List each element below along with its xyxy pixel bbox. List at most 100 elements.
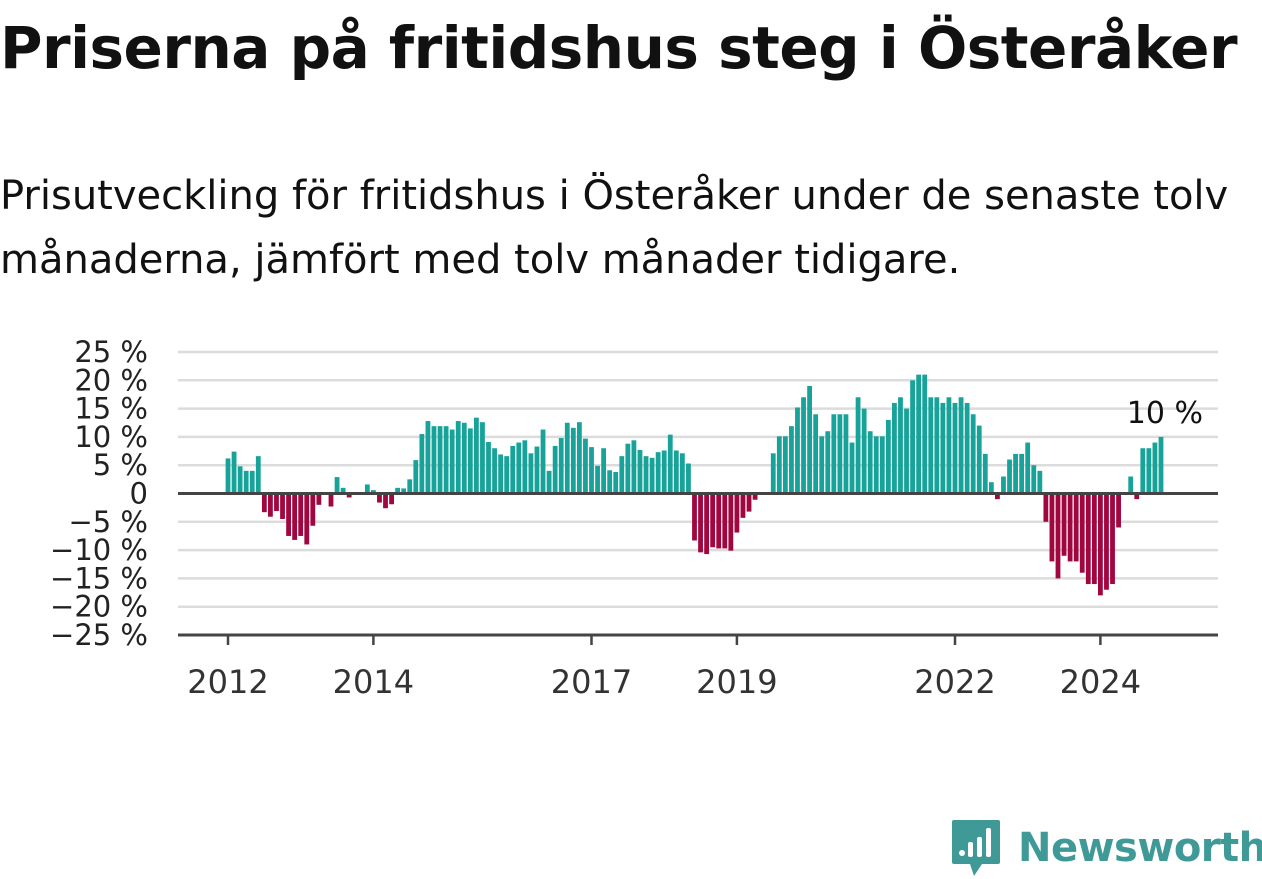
bar <box>631 440 637 494</box>
bar <box>225 458 231 494</box>
bar <box>1031 465 1037 494</box>
bar <box>922 374 928 494</box>
bar <box>813 414 819 494</box>
bar <box>243 470 249 494</box>
bar <box>1007 459 1012 494</box>
bar <box>1085 493 1091 585</box>
bar <box>904 408 909 494</box>
bar <box>249 470 255 494</box>
bar <box>510 445 516 494</box>
bar <box>237 466 243 494</box>
bar <box>995 493 1000 500</box>
bar <box>1110 493 1115 585</box>
axes <box>178 492 1218 645</box>
bar <box>686 463 691 494</box>
bar <box>552 445 558 494</box>
bar <box>692 493 697 541</box>
bar <box>389 493 394 505</box>
bar <box>261 493 267 513</box>
bar <box>558 438 564 494</box>
bar <box>528 453 534 494</box>
bar <box>679 453 685 494</box>
bar <box>1043 493 1049 522</box>
bar <box>467 428 473 494</box>
bar <box>371 490 376 494</box>
bar <box>268 493 273 517</box>
bar <box>740 493 746 518</box>
bar <box>461 422 467 494</box>
bar <box>861 408 867 494</box>
bar <box>637 449 643 494</box>
gridlines <box>178 350 1218 608</box>
bar <box>728 493 734 551</box>
bar <box>807 385 812 494</box>
last-value-label: 10 % <box>1127 396 1203 431</box>
bar <box>928 397 934 494</box>
bar <box>407 479 413 494</box>
bar <box>873 436 879 494</box>
bar <box>649 457 655 494</box>
bar <box>776 436 782 494</box>
y-tick-label: 15 % <box>74 392 148 426</box>
chart-subtitle: Prisutveckling för fritidshus i Österåke… <box>0 173 1229 283</box>
bar <box>286 493 291 536</box>
bar <box>910 380 915 494</box>
bar <box>340 487 346 494</box>
bar <box>988 482 994 494</box>
bar <box>504 456 510 494</box>
bar <box>480 422 485 494</box>
bar <box>940 402 946 494</box>
bar <box>431 426 437 494</box>
bar <box>310 493 316 526</box>
bar <box>1025 442 1031 494</box>
bar <box>1019 453 1025 494</box>
bar <box>946 397 952 494</box>
bar <box>722 493 728 549</box>
bar <box>643 456 649 494</box>
bar <box>934 397 940 494</box>
bar <box>546 470 552 494</box>
bar <box>492 448 497 494</box>
bar-chart: 25 %20 %15 %10 %5 %0−5 %−10 %−15 %−20 %−… <box>50 335 1218 701</box>
bar <box>437 426 443 494</box>
bar <box>486 441 491 494</box>
newsworthy-logo-icon <box>952 820 1000 876</box>
bar <box>704 493 710 555</box>
bar <box>328 493 334 507</box>
bar <box>789 426 794 494</box>
newsworthy-logo-text: Newsworthy <box>1018 825 1262 871</box>
bar <box>498 454 504 494</box>
bar <box>782 436 788 494</box>
bar <box>570 427 576 494</box>
bar <box>473 417 479 494</box>
bar <box>292 493 298 540</box>
y-tick-label: −10 % <box>50 533 148 567</box>
bar <box>364 484 370 494</box>
x-tick-label: 2022 <box>914 663 995 701</box>
newsworthy-logo: Newsworthy <box>950 818 1262 878</box>
chart-title: Priserna på fritidshus steg i Österåker <box>0 14 1238 82</box>
bar <box>1152 442 1158 494</box>
bar <box>892 402 897 494</box>
bar <box>958 397 964 494</box>
bar <box>601 448 607 494</box>
y-tick-label: 0 <box>130 477 148 511</box>
bar <box>346 493 352 498</box>
bars <box>225 374 1164 596</box>
bar <box>564 422 570 494</box>
bar <box>395 487 401 494</box>
x-tick-label: 2019 <box>696 663 777 701</box>
bar <box>1049 493 1055 562</box>
bar <box>655 452 661 494</box>
bar <box>837 414 843 494</box>
bar <box>898 397 903 494</box>
y-tick-label: −25 % <box>50 618 148 652</box>
bar <box>1013 453 1018 494</box>
bar <box>801 397 806 494</box>
bar <box>770 453 776 494</box>
x-tick-label: 2014 <box>333 663 414 701</box>
bar <box>855 397 861 494</box>
bar <box>377 493 382 503</box>
bar <box>280 493 285 519</box>
bar <box>1055 493 1061 579</box>
